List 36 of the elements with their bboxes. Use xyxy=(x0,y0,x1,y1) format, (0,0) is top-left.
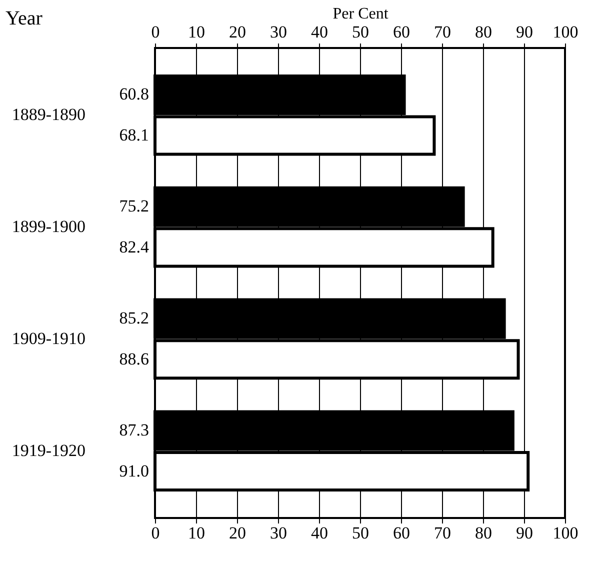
x2-tick-label: 100 xyxy=(552,22,578,42)
x-tick-label: 70 xyxy=(434,524,451,542)
x2-tick-label: 90 xyxy=(516,22,533,42)
x-tick-label: 0 xyxy=(151,524,160,542)
x2-tick-label: 10 xyxy=(188,22,205,42)
x2-tick-label: 30 xyxy=(270,22,287,42)
x2-tick-label: 20 xyxy=(229,22,246,42)
data-label: 85.2 xyxy=(119,308,149,328)
x-tick-label: 80 xyxy=(475,524,492,542)
x-tick-label: 10 xyxy=(188,524,205,542)
x2-tick-label: 80 xyxy=(475,22,492,42)
data-label: 91.0 xyxy=(119,461,149,480)
x-tick-label: 50 xyxy=(352,524,369,542)
data-label: 75.2 xyxy=(119,196,149,216)
x-tick-label: 60 xyxy=(393,524,410,542)
x-tick-label: 30 xyxy=(270,524,287,542)
y-tick-label: 1909-1910 xyxy=(12,328,86,348)
x2-tick-label: 0 xyxy=(151,22,160,42)
data-label: 68.1 xyxy=(119,126,149,145)
x2-axis-title: Per Cent xyxy=(332,6,389,22)
data-label: 82.4 xyxy=(119,237,150,256)
x2-tick-label: 40 xyxy=(311,22,328,42)
y-tick-label: 1899-1900 xyxy=(12,217,86,236)
y-tick-label: 1919-1920 xyxy=(12,440,86,460)
y-tick-label: 1889-1890 xyxy=(12,105,86,124)
x-tick-label: 100 xyxy=(552,524,578,542)
y-axis-title: Year xyxy=(6,8,43,30)
x2-tick-label: 70 xyxy=(434,22,451,42)
x-tick-label: 20 xyxy=(229,524,246,542)
x-tick-label: 40 xyxy=(311,524,328,542)
x2-tick-label: 60 xyxy=(393,22,410,42)
data-label: 60.8 xyxy=(119,84,149,104)
x-tick-label: 90 xyxy=(516,524,533,542)
data-label: 87.3 xyxy=(119,420,149,440)
data-label: 88.6 xyxy=(119,349,149,368)
x2-tick-label: 50 xyxy=(352,22,369,42)
